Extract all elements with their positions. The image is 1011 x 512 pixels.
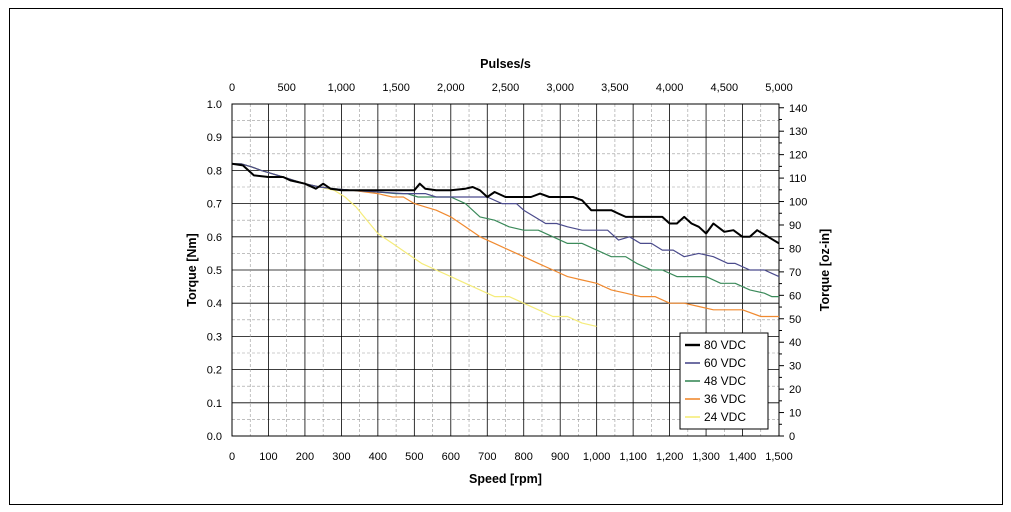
y-tick-label: 0.7: [207, 199, 222, 211]
x-tick-label: 0: [229, 451, 235, 463]
x-tick-label: 300: [332, 451, 350, 463]
y2-tick-label: 110: [789, 173, 807, 185]
y2-tick-label: 100: [789, 197, 807, 209]
y-tick-label: 0.4: [207, 298, 222, 310]
tick-labels: 0 100 200 300 400 500 600 700 800 900 1,000 1,100 1,…: [207, 82, 808, 463]
x-tick-label: 900: [551, 451, 569, 463]
y-tick-label: 0.2: [207, 365, 222, 377]
y2-axis-title: Torque [oz-in]: [818, 229, 832, 311]
x2-tick-label: 0: [229, 82, 235, 94]
y2-tick-label: 130: [789, 126, 807, 138]
x2-tick-label: 4,000: [656, 82, 684, 94]
series-layer: [231, 162, 780, 327]
y-tick-label: 0.3: [207, 331, 222, 343]
x2-tick-label: 4,500: [711, 82, 739, 94]
x-tick-label: 400: [369, 451, 387, 463]
y2-tick-label: 50: [789, 314, 801, 326]
x2-tick-label: 1,000: [328, 82, 356, 94]
y-tick-label: 0.0: [207, 431, 222, 443]
y-tick-label: 0.5: [207, 265, 222, 277]
plot-area: [231, 103, 780, 437]
y-tick-label: 0.8: [207, 165, 222, 177]
x-tick-label: 500: [405, 451, 423, 463]
y2-tick-label: 30: [789, 361, 801, 373]
x2-tick-label: 500: [278, 82, 296, 94]
legend-label: 48 VDC: [704, 374, 746, 388]
y-axis-title: Torque [Nm]: [185, 233, 199, 306]
y2-tick-label: 80: [789, 243, 801, 255]
y-tick-label: 0.1: [207, 398, 222, 410]
y2-tick-label: 70: [789, 267, 801, 279]
x2-tick-label: 2,500: [492, 82, 520, 94]
y-tick-label: 0.9: [207, 132, 222, 144]
x-tick-label: 1,200: [656, 451, 684, 463]
chart-frame: [9, 8, 1003, 505]
y2-tick-label: 40: [789, 337, 801, 349]
x-tick-label: 700: [478, 451, 496, 463]
x-tick-label: 1,500: [765, 451, 793, 463]
y2-tick-label: 10: [789, 408, 801, 420]
legend-label: 36 VDC: [704, 392, 746, 406]
y2-tick-label: 120: [789, 150, 807, 162]
y2-tick-label: 90: [789, 220, 801, 232]
x-tick-label: 800: [515, 451, 533, 463]
x-tick-label: 1,100: [619, 451, 647, 463]
x-tick-label: 1,300: [692, 451, 720, 463]
x2-tick-label: 2,000: [437, 82, 465, 94]
x2-axis-title: Pulses/s: [480, 57, 531, 71]
y2-tick-label: 60: [789, 290, 801, 302]
x2-tick-label: 3,000: [546, 82, 574, 94]
x-tick-label: 1,000: [583, 451, 611, 463]
x-tick-label: 100: [259, 451, 277, 463]
y2-tick-label: 140: [789, 103, 807, 115]
y2-tick-label: 20: [789, 384, 801, 396]
x2-tick-label: 5,000: [765, 82, 793, 94]
legend: 80 VDC 60 VDC 48 VDC 36 VDC 24 VDC: [679, 332, 769, 430]
x-axis-title: Speed [rpm]: [469, 472, 542, 486]
y-tick-label: 1.0: [207, 99, 222, 111]
legend-label: 80 VDC: [704, 338, 746, 352]
x2-tick-label: 1,500: [382, 82, 410, 94]
series-line-80-vdc: [231, 162, 780, 245]
x-tick-label: 1,400: [729, 451, 757, 463]
x2-tick-label: 3,500: [601, 82, 629, 94]
x-tick-label: 200: [296, 451, 314, 463]
legend-label: 60 VDC: [704, 356, 746, 370]
y-tick-label: 0.6: [207, 232, 222, 244]
x-tick-label: 600: [442, 451, 460, 463]
y2-tick-label: 0: [789, 431, 795, 443]
legend-label: 24 VDC: [704, 410, 746, 424]
